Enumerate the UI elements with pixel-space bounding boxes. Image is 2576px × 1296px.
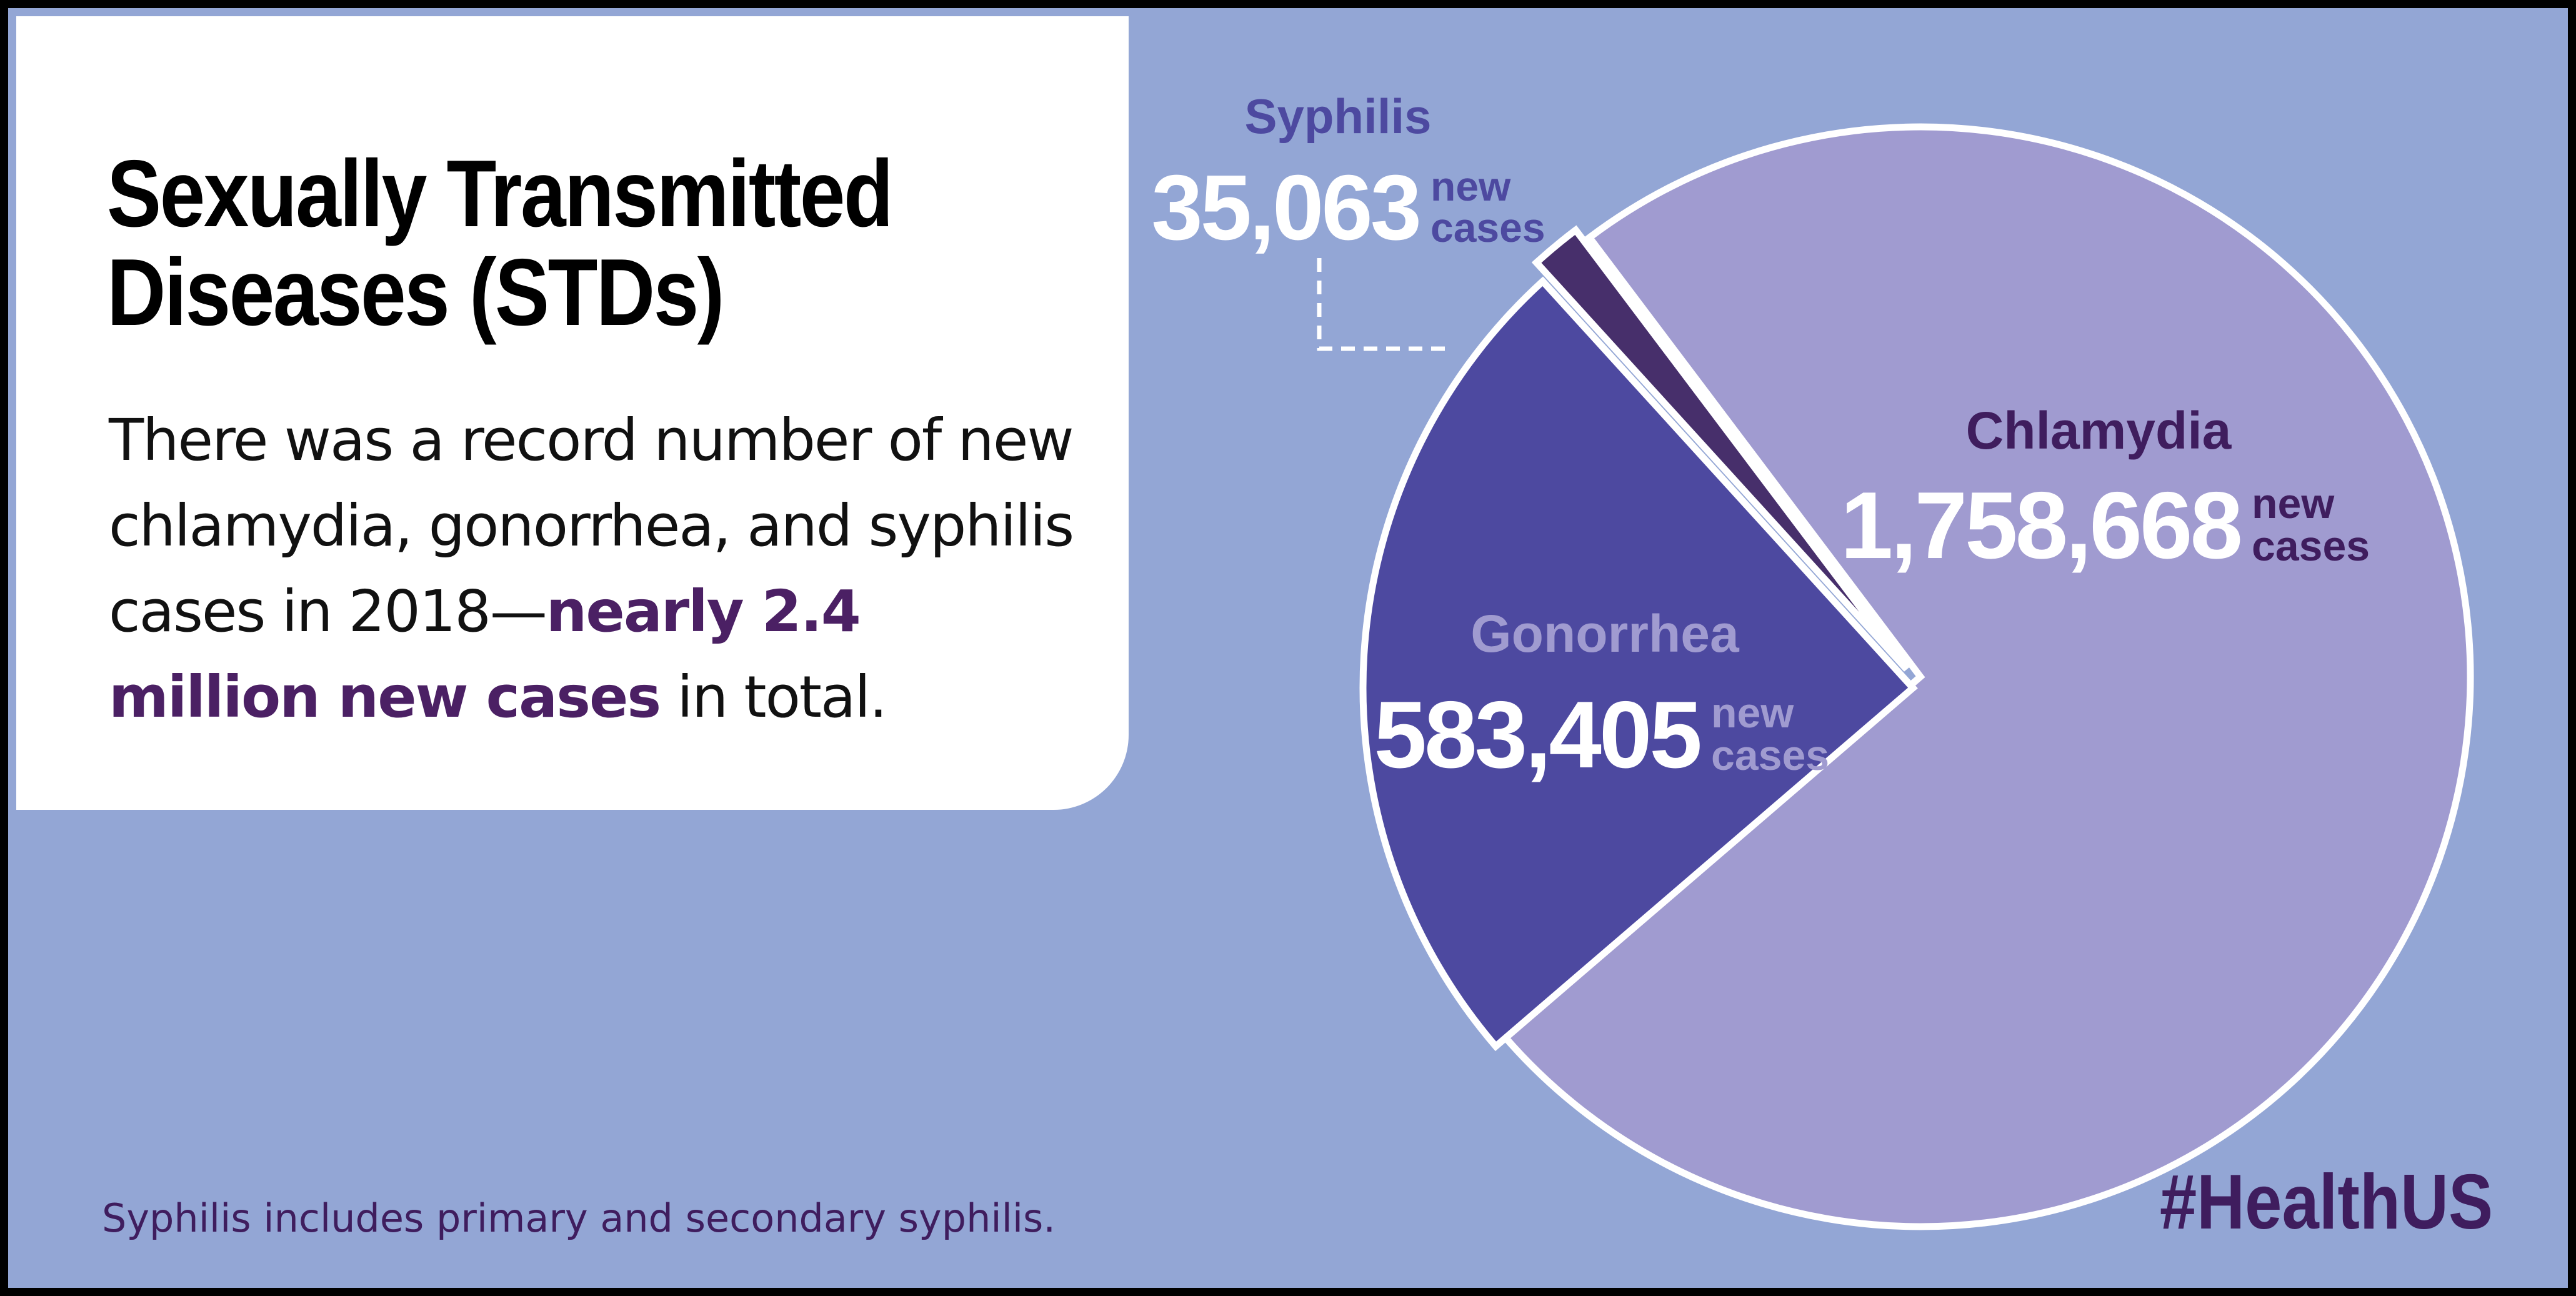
info-panel: Sexually Transmitted Diseases (STDs) The…	[16, 16, 1129, 810]
slice-name-syphilis: Syphilis	[1244, 89, 1431, 144]
pie-slice-gonorrhea	[1359, 276, 1918, 1052]
hashtag: #HealthUS	[2159, 1159, 2493, 1245]
slice-unit-gonorrhea: cases	[1711, 732, 1829, 779]
slice-unit-syphilis: new	[1430, 163, 1511, 209]
slice-unit-chlamydia: cases	[2252, 522, 2370, 570]
slice-unit-gonorrhea: new	[1711, 689, 1794, 737]
footnote: Syphilis includes primary and secondary …	[102, 1195, 1056, 1241]
slice-value-gonorrhea: 583,405	[1374, 682, 1700, 788]
slice-value-chlamydia: 1,758,668	[1840, 472, 2240, 579]
slice-unit-syphilis: cases	[1430, 204, 1545, 251]
pie-slice-syphilis	[1531, 225, 1910, 672]
summary-highlight: nearly 2.4 million new cases	[109, 578, 861, 730]
summary-text-tail: in total.	[660, 664, 887, 730]
slice-unit-chlamydia: new	[2252, 480, 2335, 527]
summary-text-lead: There was a record number of new chlamyd…	[109, 407, 1074, 645]
pie-slice-chlamydia	[1498, 123, 2474, 1230]
slice-value-syphilis: 35,063	[1151, 156, 1419, 259]
summary-text: There was a record number of new chlamyd…	[109, 397, 1084, 740]
page-title: Sexually Transmitted Diseases (STDs)	[107, 141, 894, 346]
syphilis-leader-line	[1317, 258, 1450, 351]
slice-name-gonorrhea: Gonorrhea	[1470, 604, 1740, 663]
slice-name-chlamydia: Chlamydia	[1966, 401, 2232, 460]
